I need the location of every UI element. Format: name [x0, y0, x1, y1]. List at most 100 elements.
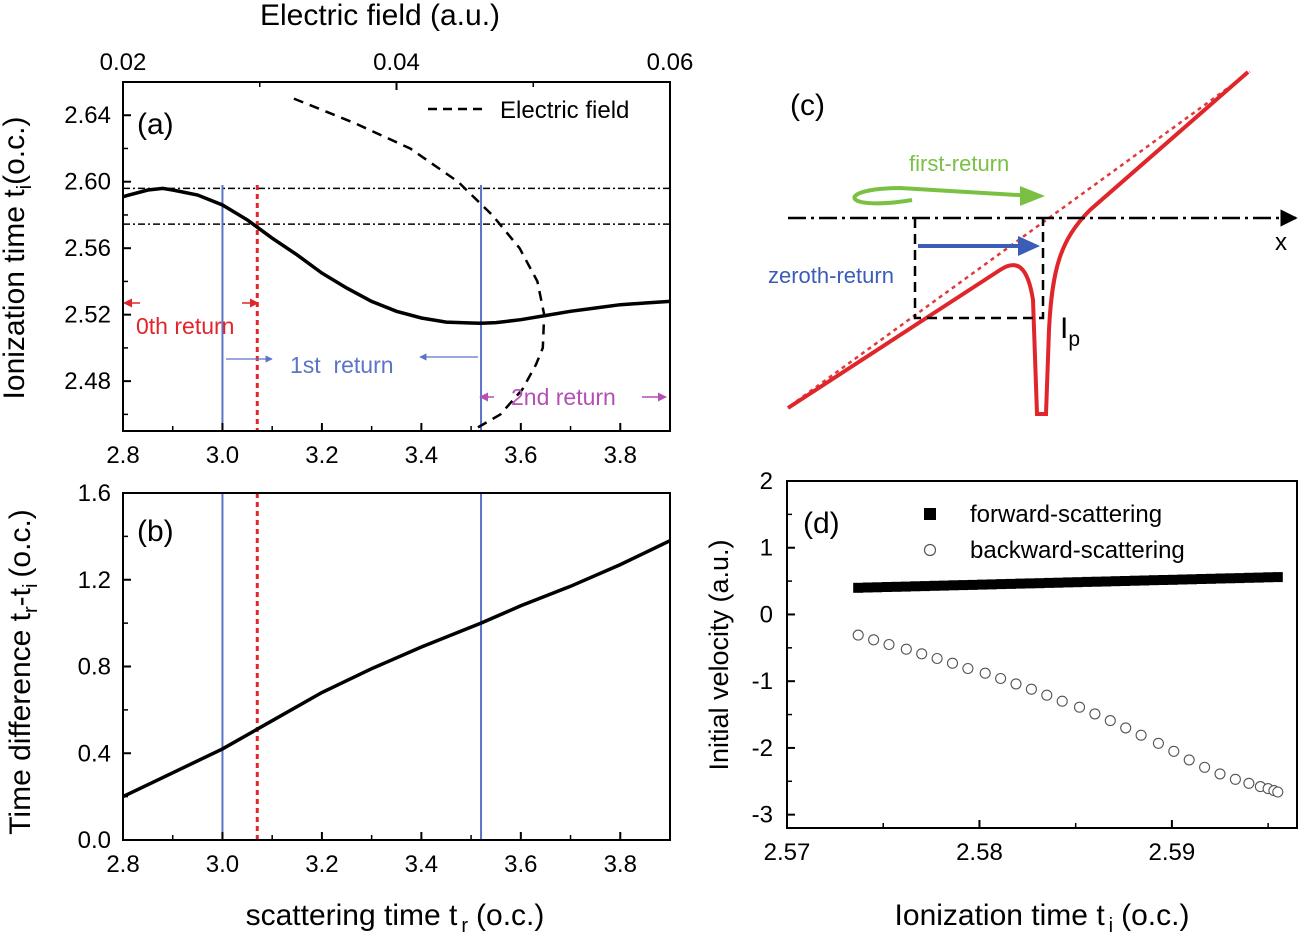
x-axis-label-b: scattering time t r (o.c.) — [246, 899, 545, 937]
x-tick-label: 3.2 — [305, 851, 338, 878]
series-lines — [123, 97, 670, 431]
x-tick-label: 3.4 — [405, 442, 438, 469]
2nd-return-label: 2nd return — [511, 384, 616, 410]
1st-return-label: 1st return — [290, 352, 394, 378]
backward-point — [1041, 689, 1053, 701]
backward-point — [979, 667, 991, 679]
x-tick-label: 2.8 — [106, 442, 139, 469]
top-axis-label: Electric field (a.u.) — [260, 0, 500, 32]
ip-label: Ip — [1060, 312, 1080, 351]
top-tick-label: 0.06 — [647, 49, 694, 76]
x-tick-label: 3.6 — [504, 442, 537, 469]
panel-d: 2.57 2.58 2.59 -3 -2 -1 0 1 2 (d) forward-scatt… — [704, 468, 1298, 937]
forward-point — [1177, 574, 1188, 585]
0th-return-label: 0th return — [136, 313, 234, 339]
x-axis-ticks: 2.8 3.0 3.2 3.4 3.6 3.8 — [106, 832, 637, 878]
forward-point — [1024, 578, 1035, 589]
plot-frame-d — [786, 480, 1298, 829]
panel-label-b: (b) — [137, 515, 174, 548]
x-axis-ticks: 2.57 2.58 2.59 — [764, 820, 1269, 866]
y-tick-label: 1.2 — [78, 567, 111, 594]
forward-point — [1167, 574, 1178, 585]
backward-point — [1089, 708, 1101, 720]
forward-point — [1272, 572, 1283, 583]
y-tick-label: 2 — [760, 468, 773, 495]
backward-point — [1214, 768, 1226, 780]
forward-point — [881, 582, 892, 592]
forward-point — [1005, 578, 1016, 589]
x-tick-label: 3.4 — [405, 851, 438, 878]
x-tick-label: 3.2 — [305, 442, 338, 469]
x-axis-label-d: Ionization time t i (o.c.) — [895, 899, 1190, 937]
backward-point — [1073, 701, 1086, 713]
forward-point — [1053, 577, 1064, 588]
forward-point — [910, 581, 921, 592]
time-difference-curve — [123, 539, 670, 799]
panel-label-d: (d) — [803, 507, 840, 540]
backward-point — [962, 662, 974, 675]
forward-point — [1206, 573, 1216, 584]
return-annotations: 0th return 1st return 2nd return — [123, 298, 667, 410]
panel-label-a: (a) — [137, 108, 174, 141]
legend-label-forward: forward-scattering — [970, 501, 1162, 528]
forward-point — [996, 579, 1007, 590]
forward-point — [1091, 576, 1102, 587]
forward-point — [1244, 572, 1255, 583]
y-axis-label-a: Ionization time ti(o.c.) — [0, 117, 36, 400]
y-tick-label: 2.48 — [64, 368, 111, 395]
x-tick-label: 2.59 — [1149, 839, 1196, 866]
y-tick-label: 0.4 — [78, 740, 111, 767]
barrier-dashed-box — [913, 218, 1045, 320]
y-axis-label-d: Initial velocity (a.u.) — [704, 539, 734, 770]
forward-point — [1253, 572, 1264, 583]
backward-point — [995, 672, 1007, 685]
forward-point — [1186, 574, 1197, 585]
backward-point — [852, 629, 864, 641]
backward-point — [1152, 737, 1164, 749]
x-tick-label: 2.8 — [106, 851, 139, 878]
forward-point — [1120, 576, 1131, 586]
forward-point — [891, 581, 902, 592]
forward-point — [1263, 572, 1274, 583]
legend-label-backward: backward-scattering — [970, 537, 1185, 564]
forward-point — [1139, 575, 1150, 586]
backward-point — [883, 638, 895, 651]
forward-point — [1101, 576, 1112, 587]
legend: forward-scattering backward-scattering — [923, 501, 1185, 564]
y-tick-label: 0.0 — [78, 827, 111, 854]
forward-point — [872, 582, 883, 593]
forward-point — [986, 579, 997, 590]
forward-point — [948, 580, 959, 591]
forward-point — [1234, 573, 1245, 584]
forward-point — [900, 581, 911, 592]
backward-point — [868, 634, 880, 646]
forward-point — [967, 579, 978, 590]
y-axis-ticks: -3 -2 -1 0 1 2 — [752, 468, 795, 829]
legend-marker-square — [924, 508, 936, 520]
tangent-guide-line — [789, 70, 1251, 408]
backward-point — [1104, 715, 1116, 727]
ionization-time-curve — [123, 186, 670, 326]
y-tick-label: 2.60 — [64, 169, 111, 196]
reference-hlines — [123, 187, 670, 225]
y-tick-label: 0 — [760, 601, 773, 628]
forward-point — [1225, 573, 1236, 584]
backward-point — [1183, 754, 1195, 766]
x-axis-ticks: 2.8 3.0 3.2 3.4 3.6 3.8 — [106, 423, 637, 469]
x-tick-label: 2.57 — [764, 839, 811, 866]
reference-vlines — [221, 185, 483, 431]
x-tick-label: 3.8 — [604, 442, 637, 469]
y-tick-label: 2.52 — [64, 302, 111, 329]
scatter-points — [852, 572, 1284, 798]
forward-point — [1110, 576, 1121, 587]
top-axis-ticks: 0.02 0.04 0.06 — [100, 49, 694, 90]
electric-field-curve — [293, 97, 546, 431]
panel-a: Electric field (a.u.) 0.02 0.04 0.06 2.8 3.… — [0, 0, 693, 469]
forward-point — [977, 579, 988, 590]
backward-point — [1168, 745, 1180, 757]
legend: Electric field — [428, 97, 629, 124]
y-tick-label: 0.8 — [78, 654, 111, 681]
y-tick-label: -2 — [752, 735, 773, 762]
forward-point — [929, 580, 940, 591]
forward-point — [1063, 577, 1073, 588]
